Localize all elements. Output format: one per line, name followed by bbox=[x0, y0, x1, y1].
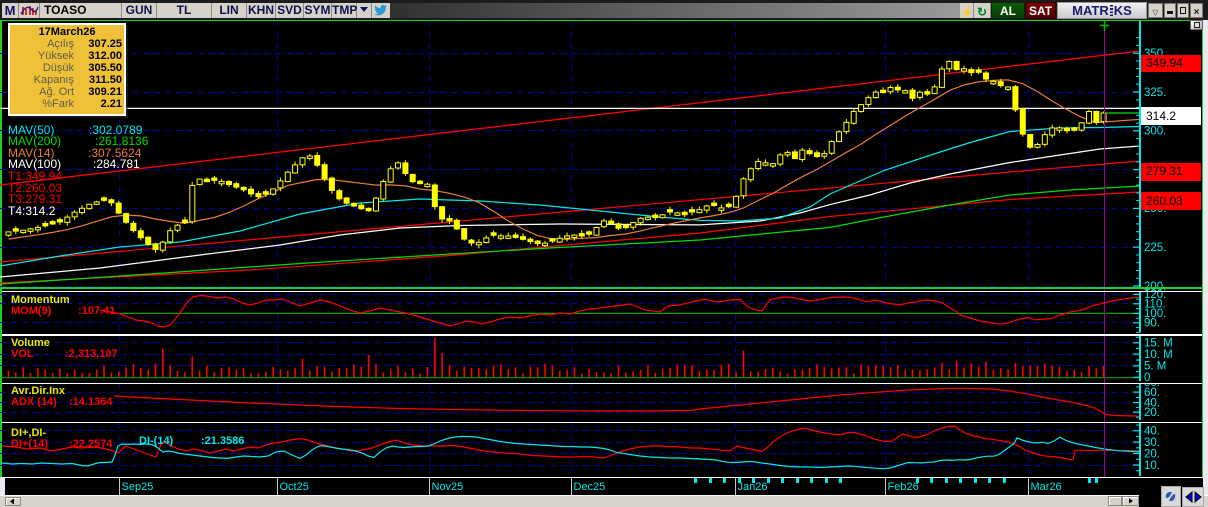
svg-text:20.: 20. bbox=[1144, 407, 1160, 419]
svg-text:40.: 40. bbox=[1144, 426, 1160, 438]
svg-text:300.: 300. bbox=[1144, 126, 1166, 138]
svg-text:10. M: 10. M bbox=[1144, 349, 1173, 361]
svg-text:120.: 120. bbox=[1144, 289, 1166, 301]
svg-text:60.: 60. bbox=[1144, 387, 1160, 399]
svg-text:10.: 10. bbox=[1144, 460, 1160, 472]
svg-text:30.: 30. bbox=[1144, 437, 1160, 449]
svg-text:90.: 90. bbox=[1144, 318, 1160, 330]
svg-text:110.: 110. bbox=[1144, 299, 1166, 311]
svg-text:0: 0 bbox=[1144, 372, 1150, 384]
svg-text:100.: 100. bbox=[1144, 308, 1166, 320]
svg-text:225.: 225. bbox=[1144, 242, 1166, 254]
svg-text:20.: 20. bbox=[1144, 448, 1160, 460]
svg-text:5. M: 5. M bbox=[1144, 361, 1166, 373]
svg-text:40.: 40. bbox=[1144, 397, 1160, 409]
svg-text:15. M: 15. M bbox=[1144, 338, 1173, 350]
svg-text:200.: 200. bbox=[1144, 281, 1166, 293]
svg-text:325.: 325. bbox=[1144, 87, 1166, 99]
